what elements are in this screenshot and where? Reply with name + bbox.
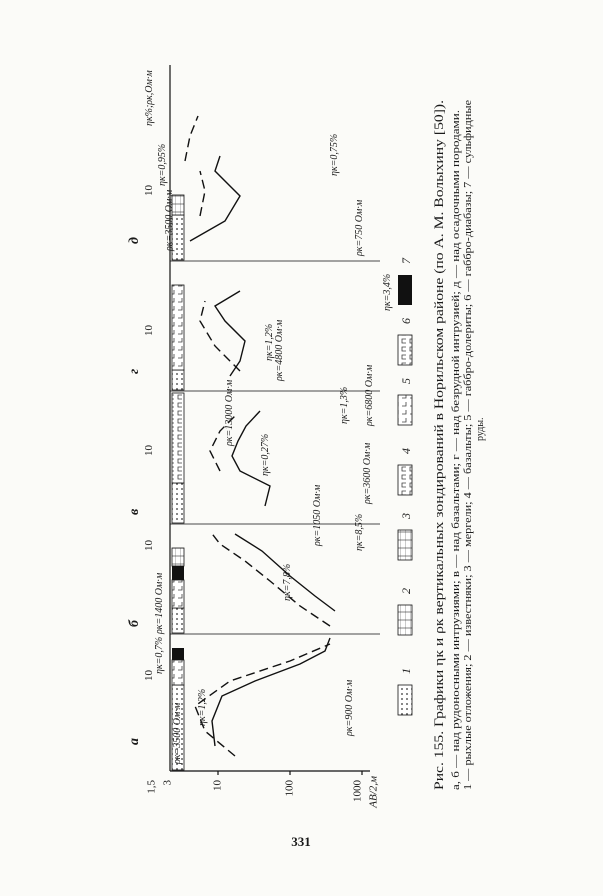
legend-number: 4	[399, 448, 413, 454]
curve-rho	[211, 637, 331, 747]
panel-letter: б	[127, 619, 142, 627]
value-axis-label: ηк%;ρк,Ом·м	[144, 70, 155, 126]
strata	[171, 547, 185, 567]
legend-swatch	[397, 529, 413, 561]
annotation: ρк=3500 Ом·м	[172, 702, 183, 765]
annotation: ηк=7,8%	[282, 564, 293, 601]
annotation: ηк=0,27%	[260, 434, 271, 476]
annotation: ηк=1,3%	[339, 387, 350, 424]
curve-rho	[234, 533, 336, 612]
legend-swatch	[397, 334, 413, 366]
caption-line: а, б — над рудоносными интрузиями; в — н…	[451, 110, 462, 790]
legend-number: 1	[399, 668, 413, 674]
depth-tick-label: 1,5	[146, 780, 158, 794]
legend-number: 2	[399, 588, 413, 594]
annotation: ρк=3500 Ом·м	[164, 189, 175, 252]
curve-rho	[214, 290, 246, 377]
top-tick-label: 10	[143, 670, 155, 682]
annotation: ηк=8,5%	[354, 514, 365, 551]
depth-tick-label: 100	[284, 780, 296, 797]
depth-tick-label: 3	[162, 780, 174, 786]
curve-eta	[209, 530, 331, 627]
annotation: ηк=1,2%	[264, 324, 275, 361]
legend-number: 6	[399, 318, 413, 324]
annotation: ρк=900 Ом·м	[344, 679, 355, 737]
strata	[171, 369, 185, 391]
legend-swatch	[397, 394, 413, 426]
panel-letter: д	[127, 237, 142, 244]
legend-swatch	[398, 275, 412, 305]
strata	[171, 284, 185, 371]
annotation: ηк=0,95%	[157, 144, 168, 186]
page-number: 331	[291, 834, 311, 849]
curve-rho	[231, 410, 271, 507]
legend-number: 5	[399, 378, 413, 384]
caption-title: Рис. 155. Графики ηк и ρк вертикальных з…	[431, 100, 446, 790]
curve-eta	[199, 300, 241, 372]
annotation: ρк=4800 Ом·м	[274, 319, 285, 382]
annotation: ηк=0,7%	[154, 637, 165, 674]
top-tick-label: 10	[143, 445, 155, 457]
depth-tick-label: 10	[212, 780, 224, 792]
annotation: ρк=3600 Ом·м	[362, 442, 373, 505]
panel-dividers	[170, 260, 380, 635]
annotation: ρк=1400 Ом·м	[154, 572, 165, 635]
legend-swatch	[397, 684, 413, 716]
annotation: ρк=13000 Ом·м	[224, 379, 235, 447]
strata	[171, 659, 185, 686]
legend-swatch	[397, 604, 413, 636]
annotation: ηк=0,75%	[329, 134, 340, 176]
strata	[171, 579, 185, 609]
top-tick-label: 10	[143, 540, 155, 552]
curve-eta	[194, 643, 331, 757]
strata	[171, 607, 185, 634]
rotated-figure: 1,5 3 10 100 1000 AB/2,м ηк%;ρк,Ом·м а 10 ρк=3500…	[127, 65, 486, 809]
strata	[172, 566, 184, 580]
caption-line: руды.	[475, 417, 486, 441]
panel-letter: в	[127, 508, 142, 515]
depth-axis-label: AB/2,м	[368, 776, 380, 809]
panel-letter: а	[127, 738, 142, 745]
annotation: ρк=6800 Ом·м	[364, 364, 375, 427]
annotation: ηк=3,4%	[382, 274, 393, 311]
depth-ticks	[217, 771, 363, 775]
legend-number: 7	[399, 257, 413, 264]
caption-line: 1 — рыхлые отложения; 2 — известняки; 3 …	[463, 99, 474, 790]
annotation: ρк=1050 Ом·м	[312, 484, 323, 547]
depth-tick-label: 1000	[352, 780, 364, 803]
top-tick-label: 10	[143, 185, 155, 197]
strata	[171, 392, 185, 484]
panel-letter: г	[127, 369, 142, 374]
strata	[171, 194, 185, 216]
top-tick-label: 10	[143, 325, 155, 337]
strata	[171, 482, 185, 524]
curve-rho	[189, 155, 241, 242]
annotation: ρк=750 Ом·м	[354, 199, 365, 257]
legend-number: 3	[399, 513, 413, 520]
curve-eta	[209, 415, 236, 472]
curve-eta	[184, 115, 206, 217]
annotation: ηк=1,2%	[197, 689, 208, 726]
strata	[172, 648, 184, 660]
legend-swatch	[397, 464, 413, 496]
